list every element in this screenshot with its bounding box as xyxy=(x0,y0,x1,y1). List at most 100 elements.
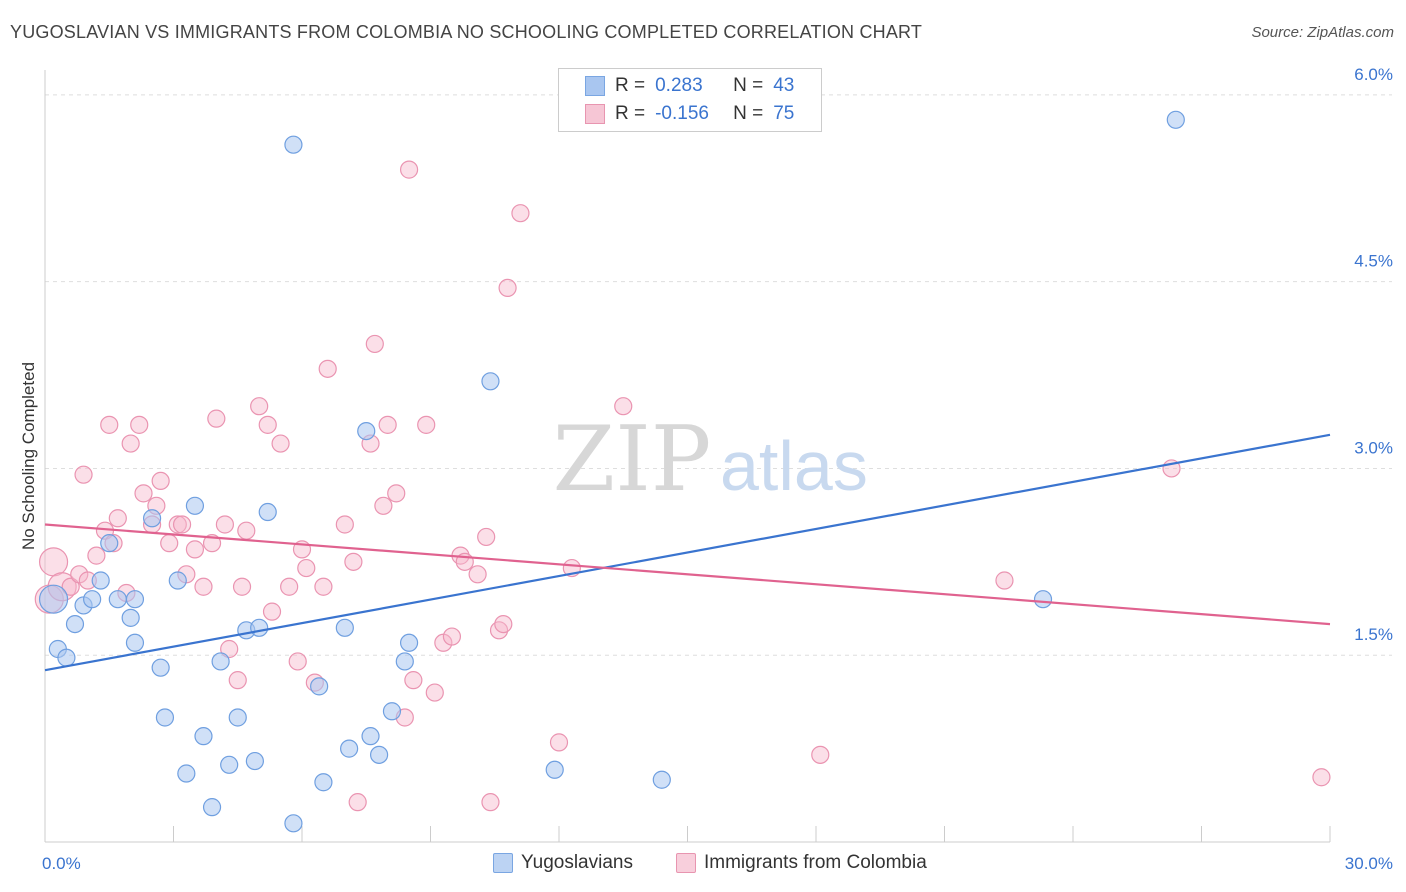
points-layer xyxy=(34,110,1331,833)
point-colombia xyxy=(378,415,397,434)
watermark: ZIP atlas xyxy=(553,407,868,512)
point-colombia xyxy=(297,558,316,578)
point-yugoslavians xyxy=(481,372,500,391)
point-yugoslavians xyxy=(1033,590,1053,609)
bottom-legend-label: Yugoslavians xyxy=(521,852,633,873)
point-yugoslavians xyxy=(357,421,376,441)
point-colombia xyxy=(130,415,149,434)
point-yugoslavians xyxy=(202,798,222,817)
point-colombia xyxy=(271,434,290,453)
point-yugoslavians xyxy=(168,571,187,590)
point-colombia xyxy=(74,465,93,484)
point-colombia xyxy=(215,515,234,534)
point-yugoslavians xyxy=(125,590,145,609)
point-colombia xyxy=(348,793,367,812)
point-colombia xyxy=(511,204,530,223)
point-colombia xyxy=(404,671,423,690)
point-yugoslavians xyxy=(399,633,419,652)
point-colombia xyxy=(232,577,252,596)
bottom-legend-item-yugoslavians[interactable]: Yugoslavians xyxy=(493,852,633,874)
point-colombia xyxy=(250,397,269,416)
point-colombia xyxy=(185,540,205,559)
point-yugoslavians xyxy=(245,751,264,771)
point-yugoslavians xyxy=(211,652,230,671)
y-tick-label: 1.5% xyxy=(1354,625,1393,644)
top-legend: R = 0.283 N = 43 R = -0.156 N = 75 xyxy=(558,68,822,132)
point-colombia xyxy=(498,278,517,298)
point-colombia xyxy=(194,577,213,596)
source-label: Source: ZipAtlas.com xyxy=(1251,24,1394,41)
point-colombia xyxy=(160,534,179,553)
point-yugoslavians xyxy=(108,590,127,609)
point-yugoslavians xyxy=(155,708,175,727)
point-yugoslavians xyxy=(284,135,303,154)
point-colombia xyxy=(207,409,226,428)
point-yugoslavians xyxy=(185,496,205,515)
point-colombia xyxy=(314,577,333,596)
grid-layer xyxy=(45,94,1392,656)
point-yugoslavians xyxy=(250,618,269,637)
point-yugoslavians xyxy=(314,773,333,792)
point-yugoslavians xyxy=(340,739,359,758)
point-colombia xyxy=(100,415,119,434)
bottom-legend-label: Immigrants from Colombia xyxy=(704,852,927,873)
legend-swatch-pink xyxy=(585,104,605,124)
top-legend-row-yugoslavians: R = 0.283 N = 43 xyxy=(585,75,794,97)
point-yugoslavians xyxy=(335,618,354,637)
point-colombia xyxy=(38,547,69,577)
point-yugoslavians xyxy=(121,608,140,627)
trend-layer xyxy=(44,433,1331,672)
point-colombia xyxy=(87,546,106,565)
point-colombia xyxy=(228,671,247,690)
axis-layer: 1.5% 3.0% 4.5% 6.0% 0.0% 30.0% xyxy=(42,65,1393,873)
trendline-colombia xyxy=(44,523,1331,626)
legend-n-label: N = xyxy=(733,75,764,96)
y-tick-label: 4.5% xyxy=(1354,252,1393,271)
legend-n-value: 43 xyxy=(773,75,795,96)
point-colombia xyxy=(288,652,307,671)
watermark-atlas: atlas xyxy=(720,427,868,505)
point-colombia xyxy=(549,733,569,752)
x-tick-label: 0.0% xyxy=(42,854,81,873)
legend-swatch-blue xyxy=(585,76,605,96)
point-colombia xyxy=(425,683,444,702)
point-colombia xyxy=(318,359,337,378)
y-tick-label: 3.0% xyxy=(1354,438,1393,457)
point-colombia xyxy=(344,552,363,571)
point-colombia xyxy=(280,577,299,596)
point-yugoslavians xyxy=(370,745,389,764)
point-colombia xyxy=(262,602,282,621)
point-colombia xyxy=(202,534,222,553)
point-yugoslavians xyxy=(258,502,277,522)
point-colombia xyxy=(399,160,419,179)
legend-r-label: R = xyxy=(615,103,646,124)
watermark-zip: ZIP xyxy=(553,407,712,512)
point-colombia xyxy=(614,397,633,416)
point-colombia xyxy=(220,639,239,659)
point-colombia xyxy=(237,521,256,540)
point-colombia xyxy=(365,334,384,354)
legend-r-label: R = xyxy=(615,75,646,96)
point-yugoslavians xyxy=(91,571,110,590)
point-yugoslavians xyxy=(194,727,213,746)
point-yugoslavians xyxy=(125,633,145,652)
point-colombia xyxy=(374,496,393,515)
point-yugoslavians xyxy=(65,614,85,634)
bottom-legend-item-colombia[interactable]: Immigrants from Colombia xyxy=(676,852,927,874)
chart-title: YUGOSLAVIAN VS IMMIGRANTS FROM COLOMBIA … xyxy=(10,22,923,42)
point-yugoslavians xyxy=(177,764,196,783)
point-colombia xyxy=(108,509,127,528)
point-yugoslavians xyxy=(142,509,162,528)
point-colombia xyxy=(168,515,187,534)
top-legend-row-colombia: R = -0.156 N = 75 xyxy=(585,103,794,125)
point-colombia xyxy=(1312,768,1331,787)
point-yugoslavians xyxy=(545,760,564,779)
point-colombia xyxy=(811,745,830,764)
point-yugoslavians xyxy=(395,652,414,671)
point-yugoslavians xyxy=(57,648,76,667)
x-tick-label: 30.0% xyxy=(1345,854,1393,873)
point-colombia xyxy=(468,565,487,584)
y-tick-label: 6.0% xyxy=(1354,65,1393,84)
bottom-legend: Yugoslavians Immigrants from Colombia xyxy=(0,852,1406,876)
